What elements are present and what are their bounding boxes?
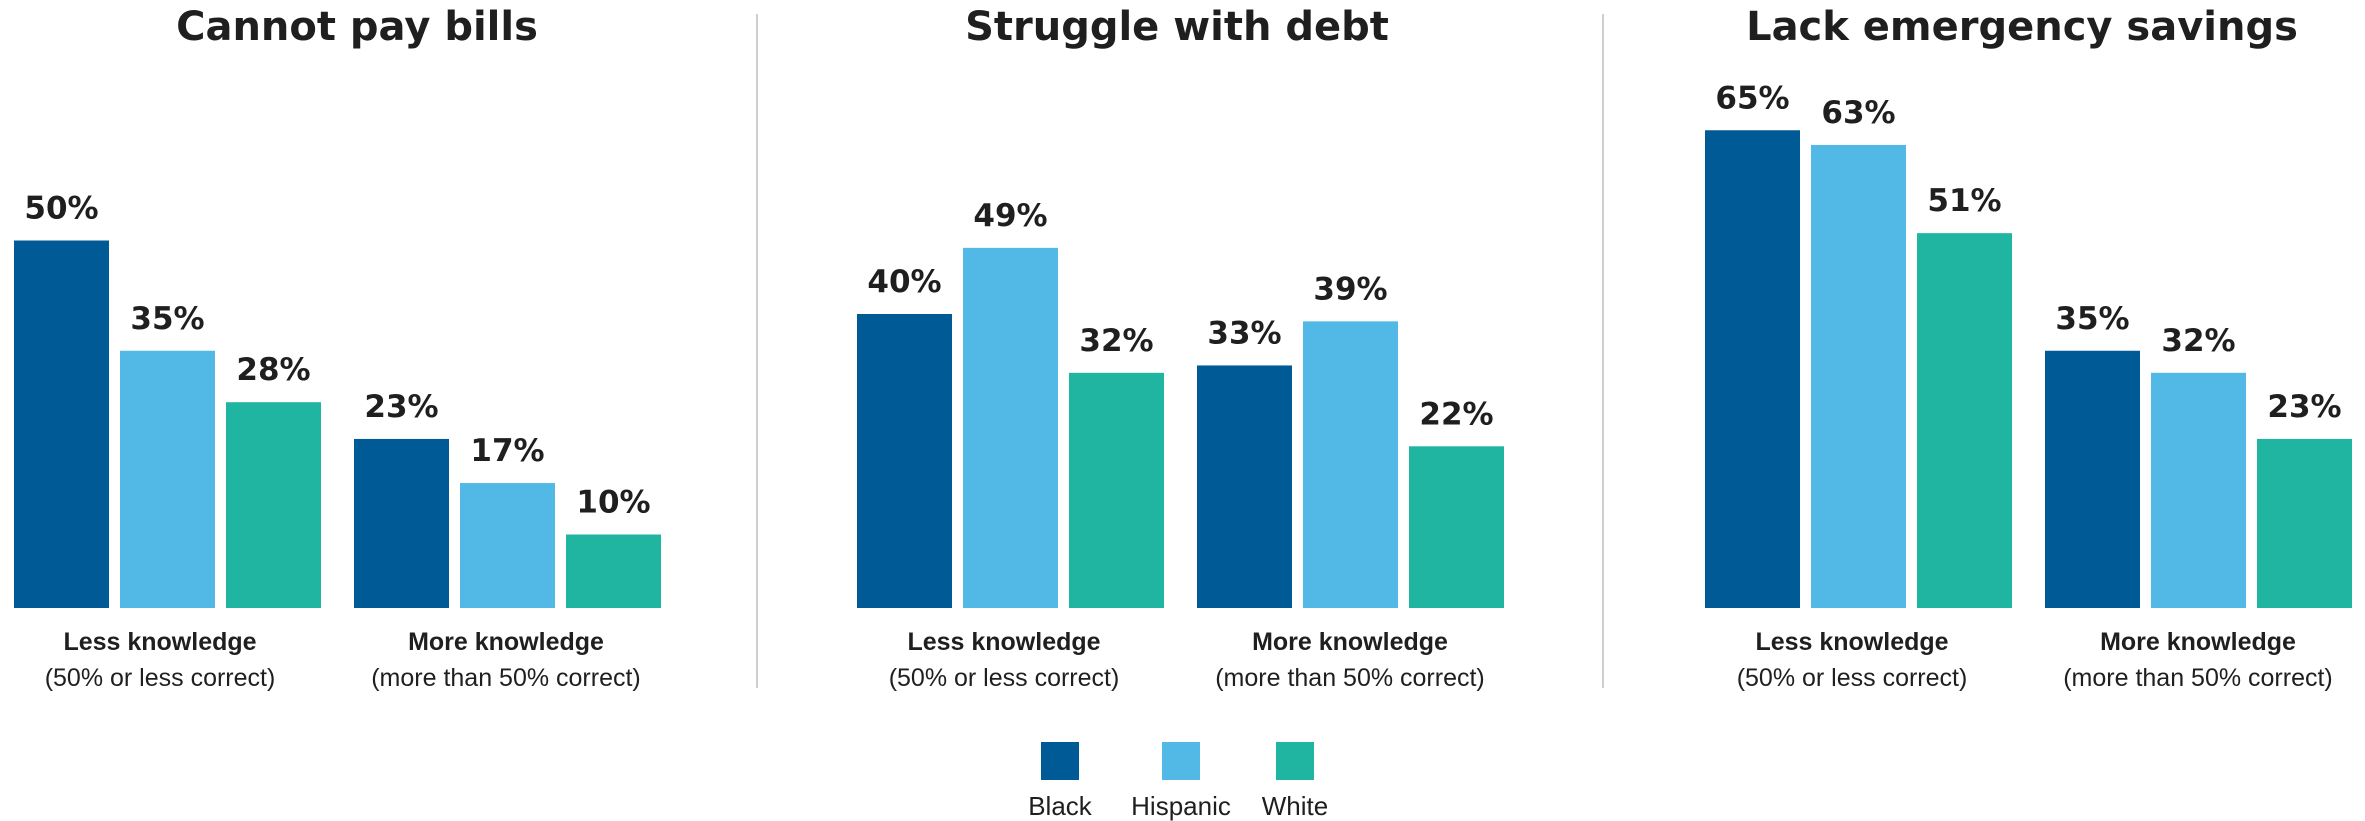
- category-sublabel-more-knowledge: (more than 50% correct): [371, 664, 641, 692]
- data-label-struggle-with-debt-more-knowledge-white: 22%: [1419, 396, 1493, 432]
- data-label-struggle-with-debt-more-knowledge-hispanic: 39%: [1313, 271, 1387, 307]
- category-label-more-knowledge: More knowledge: [2100, 628, 2296, 656]
- category-sublabel-less-knowledge: (50% or less correct): [1737, 664, 1968, 692]
- category-label-more-knowledge: More knowledge: [1252, 628, 1448, 656]
- data-label-cannot-pay-bills-more-knowledge-black: 23%: [364, 389, 438, 425]
- bar-cannot-pay-bills-less-knowledge-black: [14, 240, 109, 608]
- data-label-cannot-pay-bills-more-knowledge-hispanic: 17%: [470, 433, 544, 469]
- category-sublabel-less-knowledge: (50% or less correct): [45, 664, 276, 692]
- chart-title-cannot-pay-bills: Cannot pay bills: [176, 4, 538, 50]
- data-label-cannot-pay-bills-less-knowledge-hispanic: 35%: [130, 301, 204, 337]
- chart-title-lack-emergency-savings: Lack emergency savings: [1746, 4, 2298, 50]
- legend-label-white: White: [1262, 791, 1328, 821]
- data-label-cannot-pay-bills-more-knowledge-white: 10%: [576, 485, 650, 521]
- category-label-more-knowledge: More knowledge: [408, 628, 604, 656]
- bar-lack-emergency-savings-more-knowledge-hispanic: [2151, 372, 2246, 608]
- category-label-less-knowledge: Less knowledge: [907, 628, 1100, 656]
- bar-cannot-pay-bills-more-knowledge-white: [566, 534, 661, 608]
- category-sublabel-less-knowledge: (50% or less correct): [889, 664, 1120, 692]
- bar-struggle-with-debt-less-knowledge-white: [1069, 372, 1164, 608]
- chart-title-struggle-with-debt: Struggle with debt: [965, 4, 1389, 50]
- bar-lack-emergency-savings-less-knowledge-hispanic: [1811, 144, 1906, 608]
- bar-cannot-pay-bills-more-knowledge-black: [354, 438, 449, 608]
- bar-struggle-with-debt-more-knowledge-hispanic: [1303, 321, 1398, 608]
- bar-lack-emergency-savings-more-knowledge-white: [2257, 438, 2352, 608]
- bar-lack-emergency-savings-more-knowledge-black: [2045, 350, 2140, 608]
- category-label-less-knowledge: Less knowledge: [63, 628, 256, 656]
- bar-cannot-pay-bills-less-knowledge-hispanic: [120, 350, 215, 608]
- data-label-lack-emergency-savings-less-knowledge-white: 51%: [1927, 183, 2001, 219]
- data-label-lack-emergency-savings-more-knowledge-black: 35%: [2055, 301, 2129, 337]
- legend-swatch-hispanic: [1162, 742, 1200, 780]
- legend-label-hispanic: Hispanic: [1131, 791, 1231, 821]
- data-label-lack-emergency-savings-more-knowledge-hispanic: 32%: [2161, 323, 2235, 359]
- bar-lack-emergency-savings-less-knowledge-black: [1705, 130, 1800, 608]
- data-label-lack-emergency-savings-more-knowledge-white: 23%: [2267, 389, 2341, 425]
- bar-struggle-with-debt-more-knowledge-black: [1197, 365, 1292, 608]
- legend-swatch-white: [1276, 742, 1314, 780]
- bar-struggle-with-debt-less-knowledge-black: [857, 314, 952, 608]
- data-label-struggle-with-debt-less-knowledge-hispanic: 49%: [973, 198, 1047, 234]
- category-sublabel-more-knowledge: (more than 50% correct): [2063, 664, 2333, 692]
- legend-swatch-black: [1041, 742, 1079, 780]
- bar-struggle-with-debt-more-knowledge-white: [1409, 446, 1504, 608]
- data-label-struggle-with-debt-less-knowledge-black: 40%: [867, 264, 941, 300]
- data-label-struggle-with-debt-less-knowledge-white: 32%: [1079, 323, 1153, 359]
- bar-cannot-pay-bills-more-knowledge-hispanic: [460, 483, 555, 608]
- category-label-less-knowledge: Less knowledge: [1755, 628, 1948, 656]
- legend-label-black: Black: [1028, 791, 1093, 821]
- bar-cannot-pay-bills-less-knowledge-white: [226, 402, 321, 608]
- data-label-lack-emergency-savings-less-knowledge-hispanic: 63%: [1821, 95, 1895, 131]
- bar-lack-emergency-savings-less-knowledge-white: [1917, 233, 2012, 608]
- bar-struggle-with-debt-less-knowledge-hispanic: [963, 247, 1058, 608]
- data-label-cannot-pay-bills-less-knowledge-black: 50%: [24, 191, 98, 227]
- data-label-lack-emergency-savings-less-knowledge-black: 65%: [1715, 80, 1789, 116]
- data-label-struggle-with-debt-more-knowledge-black: 33%: [1207, 315, 1281, 351]
- category-sublabel-more-knowledge: (more than 50% correct): [1215, 664, 1485, 692]
- data-label-cannot-pay-bills-less-knowledge-white: 28%: [236, 352, 310, 388]
